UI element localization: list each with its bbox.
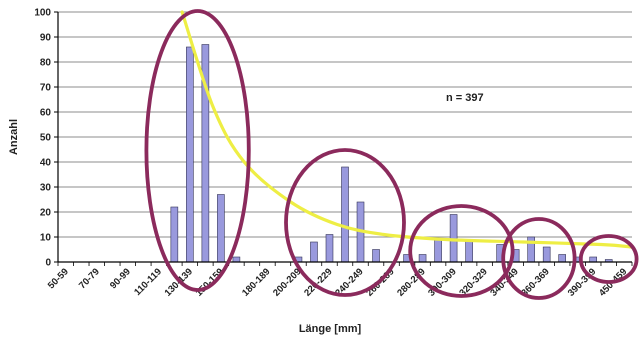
trend-curve [180, 10, 634, 249]
bar [434, 239, 442, 263]
y-tick-label: 30 [40, 183, 52, 194]
bar [418, 254, 427, 263]
bar [542, 246, 551, 263]
y-tick-label: 0 [45, 258, 51, 269]
y-tick-label: 90 [40, 33, 52, 44]
y-axis-ticks: 0 10 20 30 40 50 60 70 80 90 100 [34, 8, 58, 269]
cluster-ellipses [144, 9, 639, 300]
y-axis-title: Anzahl [8, 119, 20, 155]
axes [57, 12, 632, 263]
annotation-n: n = 397 [446, 92, 484, 104]
bar [170, 206, 179, 263]
x-tick-label: 70-79 [77, 266, 102, 291]
x-tick-label: 180-189 [240, 266, 272, 298]
cluster-ellipse [408, 204, 515, 298]
x-tick-label: 50-59 [46, 266, 71, 291]
x-tick-label: 200-209 [271, 266, 303, 298]
y-tick-label: 40 [40, 158, 52, 169]
x-axis-title: Länge [mm] [299, 323, 362, 335]
cluster-ellipse [501, 217, 577, 300]
trend-curve-path [180, 10, 634, 249]
x-tick-label: 90-99 [108, 266, 133, 291]
bar [341, 166, 349, 263]
bar [558, 254, 566, 263]
cluster-ellipse [144, 9, 251, 292]
cluster-ellipse [284, 148, 406, 297]
y-tick-label: 50 [40, 133, 52, 144]
cluster-ellipse [578, 234, 639, 284]
bar [310, 241, 318, 263]
x-tick-label: 110-119 [132, 266, 164, 298]
y-tick-label: 20 [40, 208, 52, 219]
y-tick-label: 100 [34, 8, 51, 19]
y-tick-label: 10 [40, 233, 52, 244]
bar [372, 249, 380, 263]
y-tick-label: 70 [40, 83, 52, 94]
x-tick-label: 390-399 [566, 266, 598, 298]
bar [217, 194, 225, 263]
y-tick-label: 60 [40, 108, 52, 119]
bar [325, 234, 334, 263]
bar [232, 256, 241, 263]
y-tick-label: 80 [40, 58, 52, 69]
bar [465, 239, 473, 263]
bar [589, 256, 598, 263]
bar [186, 46, 194, 263]
